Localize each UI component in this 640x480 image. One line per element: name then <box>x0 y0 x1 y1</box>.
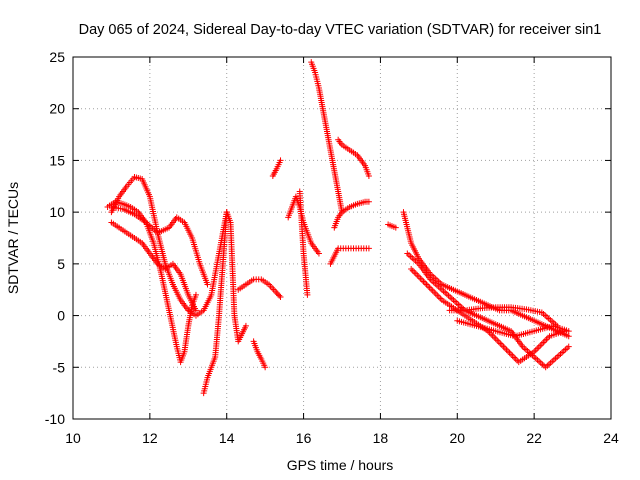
y-tick-label: 25 <box>49 49 65 65</box>
y-tick-label: -5 <box>53 359 66 375</box>
chart-title: Day 065 of 2024, Sidereal Day-to-day VTE… <box>79 22 602 38</box>
y-tick-label: 0 <box>57 308 65 324</box>
y-tick-label: 15 <box>49 152 65 168</box>
series-arc-d <box>108 203 211 288</box>
x-axis-label: GPS time / hours <box>287 457 394 473</box>
series-arc-k <box>308 59 345 216</box>
data-point <box>273 289 280 296</box>
x-tick-label: 18 <box>373 430 389 446</box>
y-tick-label: -10 <box>45 411 65 427</box>
x-tick-label: 20 <box>449 430 465 446</box>
data-point <box>262 364 269 371</box>
series-arc-l <box>331 198 372 231</box>
y-tick-label: 5 <box>57 256 65 272</box>
data-point <box>565 333 572 340</box>
y-tick-label: 20 <box>49 101 65 117</box>
series-arc-q <box>404 250 572 371</box>
y-tick-labels: -10 -5 0 5 10 15 20 25 <box>45 49 65 427</box>
data-points <box>104 59 572 397</box>
data-point <box>192 291 199 298</box>
data-point <box>365 198 372 205</box>
data-point <box>315 250 322 257</box>
data-point <box>565 343 572 350</box>
data-point <box>277 293 284 300</box>
x-tick-labels: 10 12 14 16 18 20 22 24 <box>65 430 619 446</box>
series-arc-n <box>327 245 372 267</box>
data-point <box>242 322 249 329</box>
series-arc-c <box>108 219 199 314</box>
series-arc-g <box>250 338 269 371</box>
data-point <box>392 224 399 231</box>
x-tick-label: 16 <box>296 430 312 446</box>
plot-frame <box>72 56 612 420</box>
data-point <box>365 172 372 179</box>
data-point <box>276 292 283 299</box>
data-point <box>565 328 572 335</box>
series-arc-f <box>235 276 284 300</box>
series-arc-e <box>200 209 249 397</box>
data-point <box>192 307 199 314</box>
x-tick-label: 12 <box>142 430 158 446</box>
data-point <box>304 291 311 298</box>
y-axis-label: SDTVAR / TECUs <box>5 182 21 294</box>
y-tick-label: 10 <box>49 204 65 220</box>
x-tick-label: 10 <box>65 430 81 446</box>
series-arc-m <box>335 136 372 179</box>
data-point <box>204 281 211 288</box>
x-tick-label: 14 <box>219 430 235 446</box>
data-point <box>277 157 284 164</box>
series-arc-t <box>454 317 572 340</box>
data-point <box>274 291 281 298</box>
x-tick-label: 22 <box>526 430 542 446</box>
series-arc-j <box>296 188 311 298</box>
series-arc-o <box>385 221 399 231</box>
series-arc-h <box>269 157 284 179</box>
data-point <box>365 245 372 252</box>
x-tick-label: 24 <box>603 430 619 446</box>
